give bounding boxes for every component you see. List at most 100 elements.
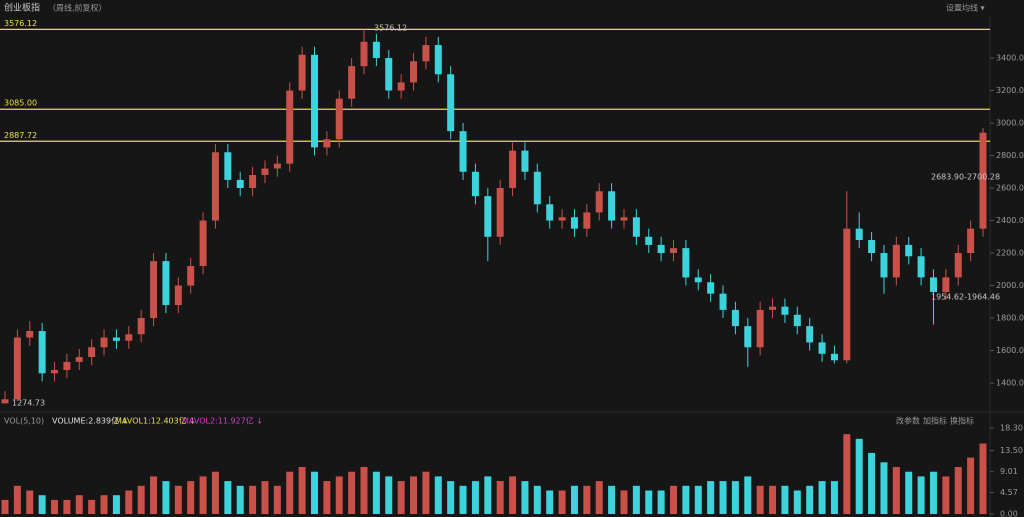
candle-body — [174, 285, 182, 306]
volume-bar — [422, 471, 430, 514]
volume-bar — [942, 476, 950, 514]
volume-bar — [905, 471, 913, 514]
volume-bar — [682, 485, 690, 514]
candle-body — [249, 175, 257, 189]
candle-body — [348, 66, 356, 99]
candle-body — [323, 139, 331, 148]
level-label: 2887.72 — [4, 131, 37, 140]
candle-body — [583, 212, 591, 229]
candle-body — [868, 240, 876, 254]
button[interactable]: 改参数 — [896, 416, 920, 426]
volume-bar — [224, 481, 232, 514]
chart-subtitle: （周线,前复权） — [48, 3, 107, 13]
button[interactable]: 加指标 — [923, 416, 947, 426]
candle-body — [620, 217, 628, 221]
y-tick-label: 1600.00 — [996, 346, 1024, 355]
candle-body — [546, 204, 554, 221]
volume-bar — [162, 481, 170, 514]
y-tick-label: 3000.00 — [996, 119, 1024, 128]
volume-bar — [447, 481, 455, 514]
y-tick-label: 3400.00 — [996, 54, 1024, 63]
candle-body — [236, 179, 244, 189]
candle-body — [806, 326, 814, 343]
volume-bar — [286, 471, 294, 514]
volume-bar — [335, 476, 343, 514]
volume-bar — [249, 485, 257, 514]
candle-body — [75, 357, 83, 362]
volume-bar — [112, 495, 120, 514]
volume-bar — [125, 490, 133, 514]
volume-bar — [174, 485, 182, 514]
candle-body — [744, 326, 752, 348]
volume-bar — [830, 481, 838, 514]
button[interactable]: 换指标 — [950, 416, 974, 426]
y-tick-label: 1800.00 — [996, 314, 1024, 323]
volume-header: VOLUME:2.839亿 ↓ — [52, 416, 128, 426]
level-label: 3576.12 — [4, 19, 37, 28]
volume-bar — [979, 443, 987, 514]
candle-body — [731, 309, 739, 327]
volume-bar — [459, 485, 467, 514]
volume-bar — [88, 499, 96, 514]
candle-body — [979, 132, 987, 229]
y-tick-label: 9.01 — [1000, 467, 1018, 476]
volume-bar — [63, 499, 71, 514]
y-tick-label: 2200.00 — [996, 249, 1024, 258]
annotation: 3576.12 — [374, 24, 407, 33]
volume-bar — [929, 471, 937, 514]
volume-bar — [310, 471, 318, 514]
volume-bar — [917, 476, 925, 514]
volume-bar — [211, 471, 219, 514]
candle-body — [298, 54, 306, 91]
candle-body — [310, 54, 318, 148]
chart-title: 创业板指 — [4, 2, 40, 14]
volume-bar — [806, 485, 814, 514]
volume-bar — [855, 438, 863, 514]
candle-body — [422, 45, 430, 62]
candle-body — [162, 261, 170, 306]
candle-body — [632, 217, 640, 237]
candle-body — [335, 98, 343, 140]
y-tick-label: 2800.00 — [996, 151, 1024, 160]
volume-bar — [521, 481, 529, 514]
candle-body — [880, 253, 888, 278]
y-tick-label: 1400.00 — [996, 379, 1024, 388]
volume-bar — [583, 485, 591, 514]
volume-bar — [150, 476, 158, 514]
volume-bar — [868, 452, 876, 514]
volume-bar — [546, 490, 554, 514]
candle-body — [657, 244, 665, 254]
volume-bar — [509, 476, 517, 514]
candle-body — [112, 337, 120, 341]
volume-bar — [397, 481, 405, 514]
candle-body — [608, 191, 616, 221]
candle-body — [917, 256, 925, 278]
volume-bar — [967, 457, 975, 514]
volume-bar — [558, 490, 566, 514]
candle-body — [13, 337, 21, 400]
candle-body — [719, 293, 727, 310]
candle-body — [533, 171, 541, 205]
candle-body — [434, 45, 442, 75]
volume-bar — [372, 471, 380, 514]
candle-body — [484, 196, 492, 237]
ma-menu[interactable]: 设置均线 ▾ — [946, 3, 985, 13]
candle-body — [410, 61, 418, 83]
candle-body — [360, 41, 368, 67]
candle-body — [63, 361, 71, 371]
volume-bar — [731, 481, 739, 514]
volume-bar — [261, 481, 269, 514]
candle-body — [670, 248, 678, 254]
y-tick-label: 0.00 — [1000, 510, 1018, 517]
volume-bar — [595, 481, 603, 514]
candle-body — [843, 228, 851, 361]
volume-header: VOL(5,10) — [4, 417, 44, 426]
candle-body — [385, 58, 393, 91]
candle-body — [756, 309, 764, 348]
candle-body — [855, 228, 863, 241]
candle-body — [929, 277, 937, 293]
volume-bar — [100, 495, 108, 514]
candle-body — [892, 244, 900, 278]
candle-body — [26, 331, 34, 338]
